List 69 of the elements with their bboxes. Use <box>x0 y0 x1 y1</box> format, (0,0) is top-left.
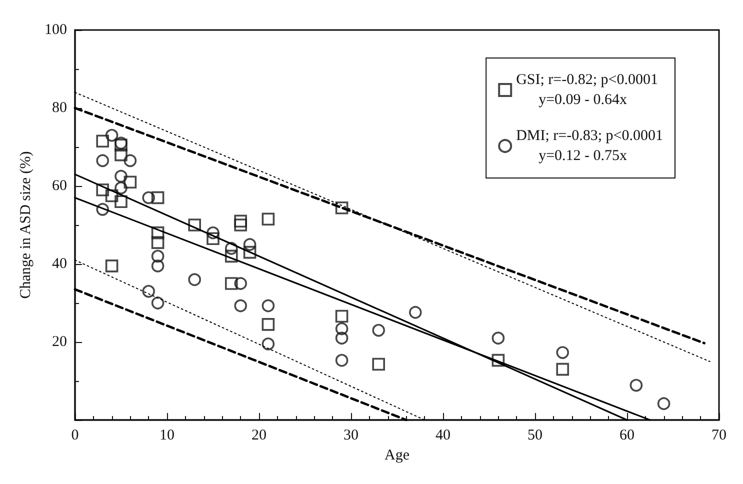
point <box>96 154 109 168</box>
point <box>188 218 201 232</box>
point <box>335 332 348 344</box>
x-tick-label: 60 <box>620 428 634 444</box>
point <box>234 218 247 232</box>
point <box>105 189 118 202</box>
point <box>630 378 643 392</box>
point <box>151 260 164 272</box>
point <box>492 354 505 367</box>
point <box>335 322 348 336</box>
y-axis-title: Change in ASD size (%) <box>18 151 34 299</box>
point <box>372 358 385 371</box>
x-tick-label: 40 <box>436 428 450 444</box>
point <box>114 148 128 162</box>
point <box>96 203 109 216</box>
y-tick-label: 60 <box>52 178 67 194</box>
point <box>188 273 201 286</box>
legend-label: DMI; r=-0.83; p<0.0001 y=0.12 - 0.75x <box>516 128 664 164</box>
point <box>335 310 348 323</box>
point <box>96 184 109 196</box>
x-tick-label: 30 <box>344 428 358 444</box>
point <box>225 250 238 263</box>
point <box>151 236 164 249</box>
point <box>234 214 247 228</box>
legend-label: GSI; r=-0.82; p<0.0001 y=0.09 - 0.64x <box>516 72 658 108</box>
point <box>206 226 220 240</box>
point <box>335 201 348 214</box>
point <box>262 318 275 331</box>
point <box>124 176 137 188</box>
point <box>225 242 238 255</box>
point <box>225 277 238 290</box>
point <box>151 191 164 204</box>
point <box>234 277 247 290</box>
point <box>142 191 155 204</box>
point <box>335 354 348 367</box>
point <box>206 232 220 246</box>
x-tick-label: 10 <box>160 428 174 444</box>
x-tick-label: 70 <box>712 428 726 444</box>
y-tick-label: 40 <box>52 256 67 272</box>
point <box>243 246 256 259</box>
y-tick-label: 80 <box>52 100 67 116</box>
point <box>151 296 164 310</box>
point <box>409 306 422 319</box>
point <box>262 212 275 226</box>
point <box>492 332 505 344</box>
point <box>96 134 109 148</box>
y-tick-label: 100 <box>44 22 67 38</box>
x-tick-label: 20 <box>252 428 266 444</box>
x-axis-title: Age <box>384 447 410 464</box>
x-tick-label: 50 <box>528 428 542 444</box>
x-tick-label: 0 <box>71 428 79 444</box>
point <box>556 346 569 359</box>
point <box>105 128 118 142</box>
point <box>142 284 155 298</box>
point <box>114 182 128 194</box>
point <box>262 338 275 350</box>
point <box>124 154 137 168</box>
point <box>372 324 385 337</box>
point <box>234 299 247 312</box>
point <box>114 170 128 183</box>
point <box>657 397 670 410</box>
point <box>105 260 118 272</box>
point <box>151 250 164 263</box>
point <box>243 238 256 251</box>
point <box>556 362 569 376</box>
point <box>151 226 164 240</box>
y-tick-label: 20 <box>52 334 67 350</box>
point <box>262 299 275 312</box>
point <box>114 195 128 208</box>
